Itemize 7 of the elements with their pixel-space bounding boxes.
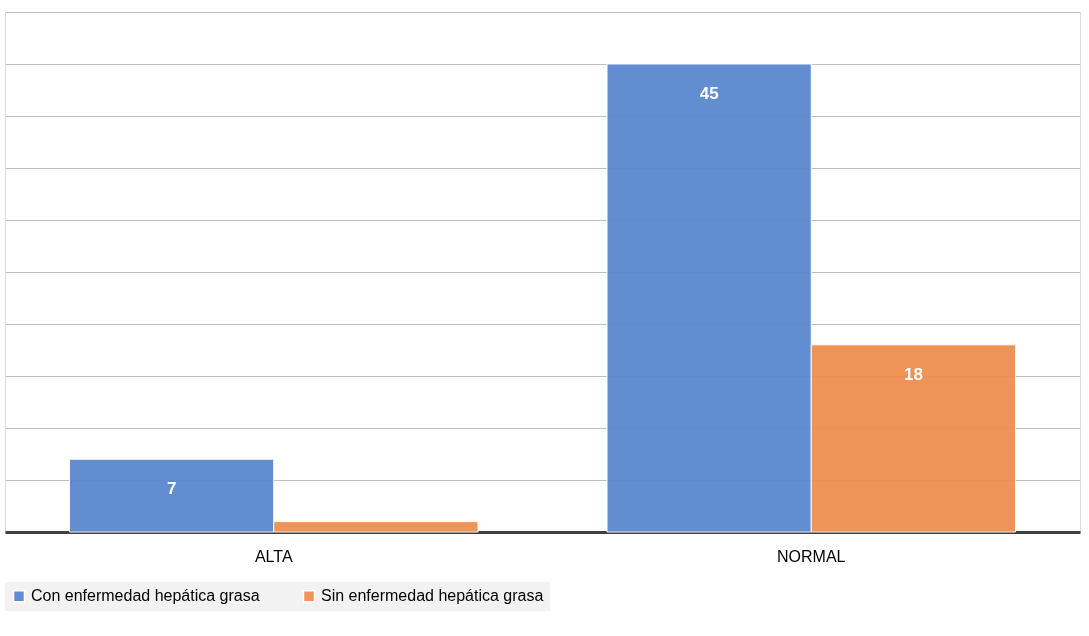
data-label: 45	[699, 84, 719, 103]
x-tick-label: NORMAL	[777, 547, 846, 565]
data-label: 18	[903, 364, 923, 384]
legend-label: Sin enfermedad hepática grasa	[321, 587, 544, 605]
x-tick-label: ALTA	[254, 547, 293, 565]
data-label: 7	[166, 479, 177, 499]
legend-label: Con enfermedad hepática grasa	[31, 587, 260, 605]
